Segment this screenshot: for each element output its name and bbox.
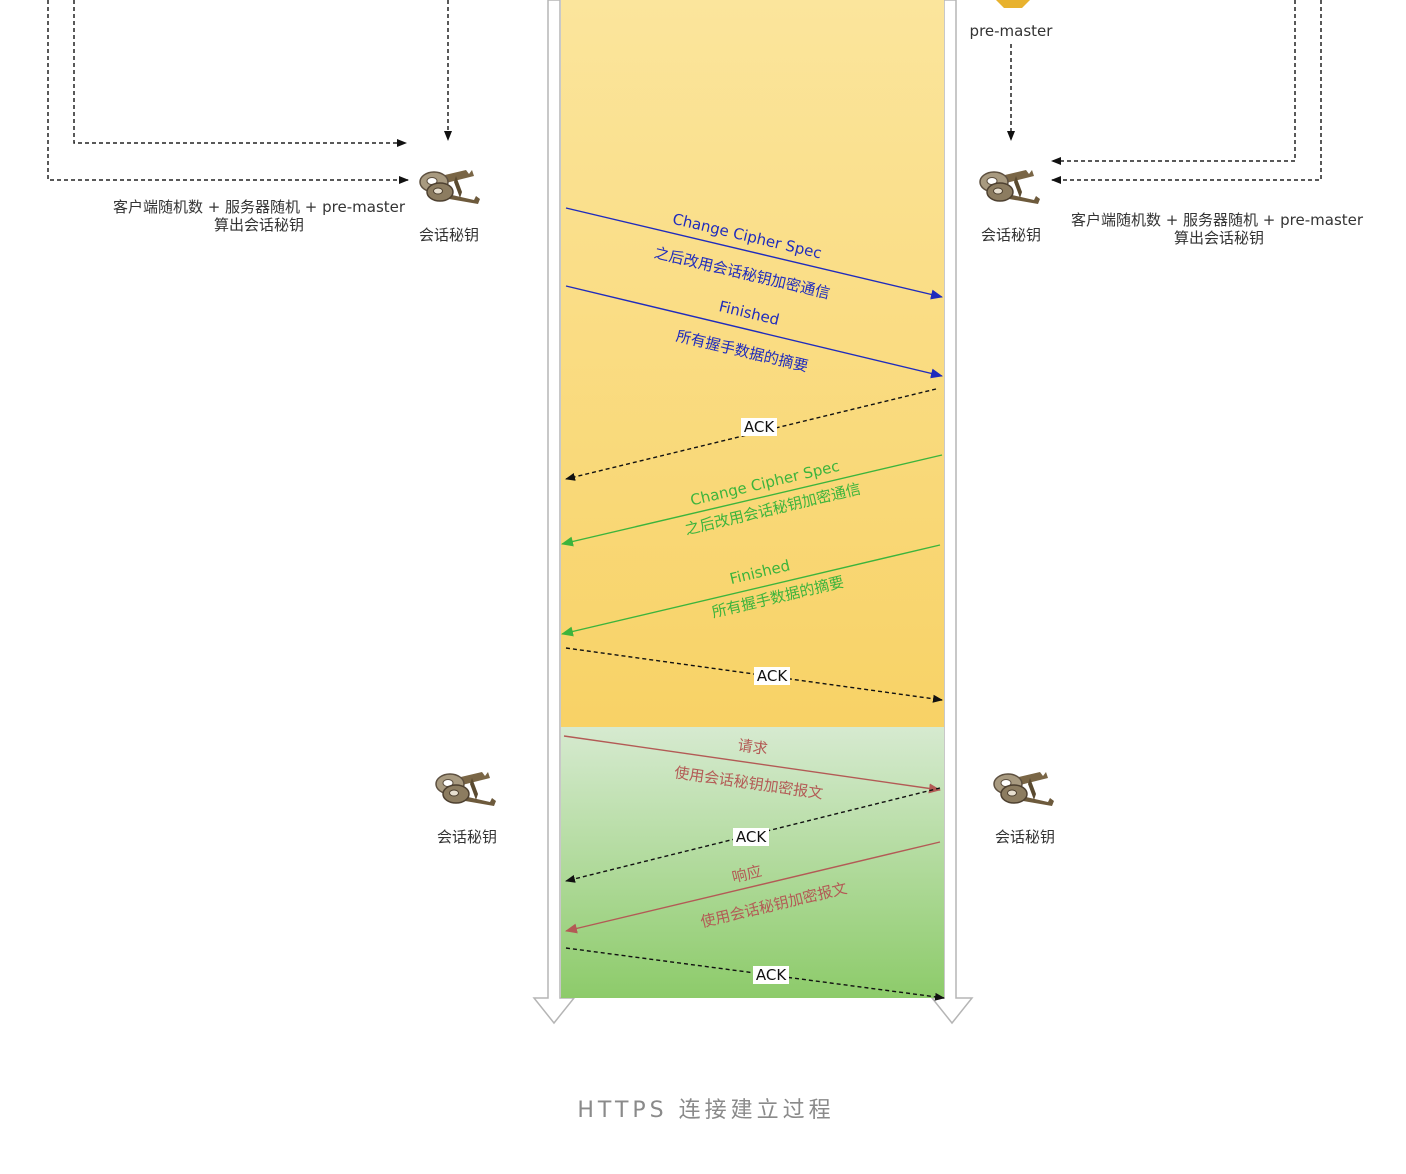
client-key-icon [419,169,481,205]
ack-label: ACK [757,667,788,685]
data-transfer-band [561,727,944,998]
server-key-icon [979,169,1041,205]
premaster-icon [996,0,1030,8]
server-derivation: pre-master 会话秘钥 客户端随机数 + 服务器随机 + pre-mas… [970,0,1364,247]
figure-caption: HTTPS 连接建立过程 [577,1098,834,1123]
client-derivation: 会话秘钥 客户端随机数 + 服务器随机 + pre-master 算出会话秘钥 [47,0,481,244]
handshake-band [561,0,944,727]
ack-label: ACK [744,418,775,436]
server-key-icon-2 [993,771,1055,807]
msg-ack-1: ACK [565,388,937,481]
client-formula-line1: 客户端随机数 + 服务器随机 + pre-master [113,198,406,216]
client-key-label: 会话秘钥 [419,226,479,244]
server-formula-line1: 客户端随机数 + 服务器随机 + pre-master [1071,211,1364,229]
server-formula-line2: 算出会话秘钥 [1174,229,1264,247]
msg-ack-4: ACK [565,947,945,1001]
client-formula-line2: 算出会话秘钥 [214,216,304,234]
server-key-label-2: 会话秘钥 [995,828,1055,846]
ack-label: ACK [756,966,787,984]
server-premaster-label: pre-master [970,22,1054,40]
msg-ack-3: ACK [565,787,941,883]
client-timeline [532,0,576,1025]
client-key-label-2: 会话秘钥 [437,828,497,846]
client-key-icon-2 [435,771,497,807]
msg-title: 请求 [737,736,769,758]
msg-ack-2: ACK [565,647,943,703]
ack-label: ACK [736,828,767,846]
server-key-label: 会话秘钥 [981,226,1041,244]
